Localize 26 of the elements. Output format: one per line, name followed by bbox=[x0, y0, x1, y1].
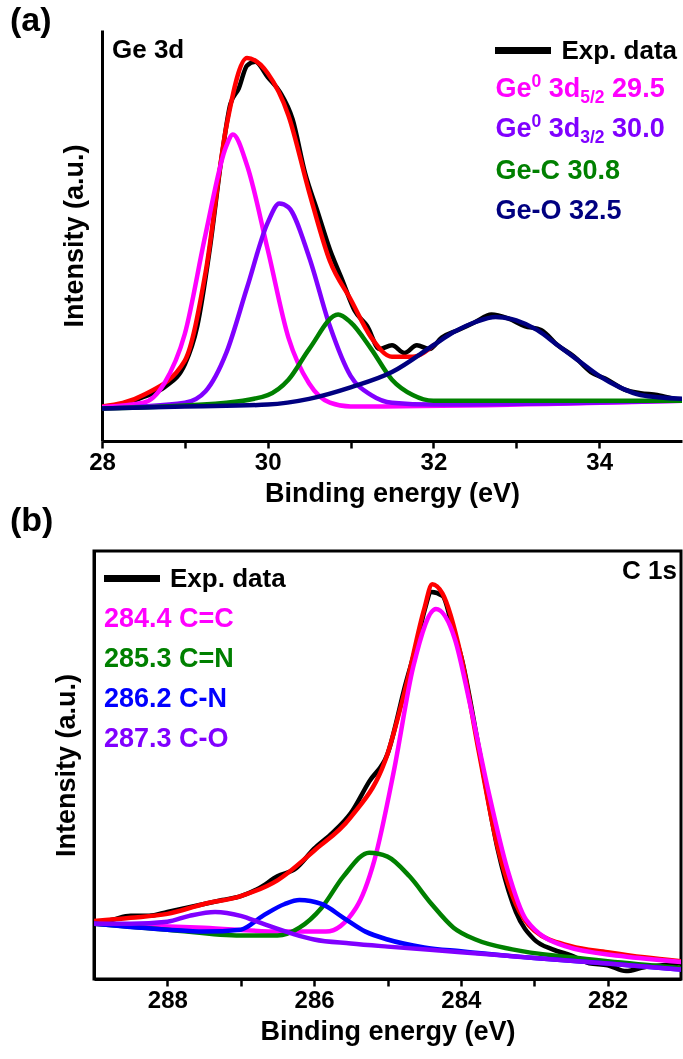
text: Ge$^{0}$ 3d$_{3/2}$ 30.0 bbox=[495, 111, 665, 148]
x-tick-label: 34 bbox=[586, 447, 614, 475]
text: 284.4 C=C bbox=[104, 602, 234, 633]
x-tick-label: 286 bbox=[294, 985, 335, 1013]
x-tick-label: 282 bbox=[588, 985, 629, 1013]
y-axis-title: Intensity (a.u.) bbox=[58, 144, 89, 328]
y-axis-title: Intensity (a.u.) bbox=[50, 673, 81, 858]
x-tick-label: 288 bbox=[147, 985, 188, 1013]
annotation: Ge 3d bbox=[112, 34, 185, 64]
text: Ge-C 30.8 bbox=[495, 154, 620, 185]
text: (b) bbox=[10, 500, 54, 538]
text: (a) bbox=[10, 0, 52, 38]
x-tick-label: 28 bbox=[89, 447, 116, 475]
text: Ge-O 32.5 bbox=[495, 194, 622, 225]
x-axis-title: Binding energy (eV) bbox=[260, 1015, 516, 1046]
text: 286.2 C-N bbox=[104, 682, 228, 713]
legend-label: Exp. data bbox=[170, 563, 286, 593]
x-tick-label: 32 bbox=[420, 447, 448, 475]
x-tick-label: 30 bbox=[254, 447, 282, 475]
legend-label: Exp. data bbox=[561, 35, 677, 65]
text: 287.3 C-O bbox=[104, 722, 229, 753]
x-tick-label: 284 bbox=[441, 985, 483, 1013]
text: 285.3 C=N bbox=[104, 642, 234, 673]
x-axis-title: Binding energy (eV) bbox=[264, 477, 521, 508]
annotation: C 1s bbox=[622, 555, 677, 585]
text: Ge$^{0}$ 3d$_{5/2}$ 29.5 bbox=[495, 71, 665, 108]
